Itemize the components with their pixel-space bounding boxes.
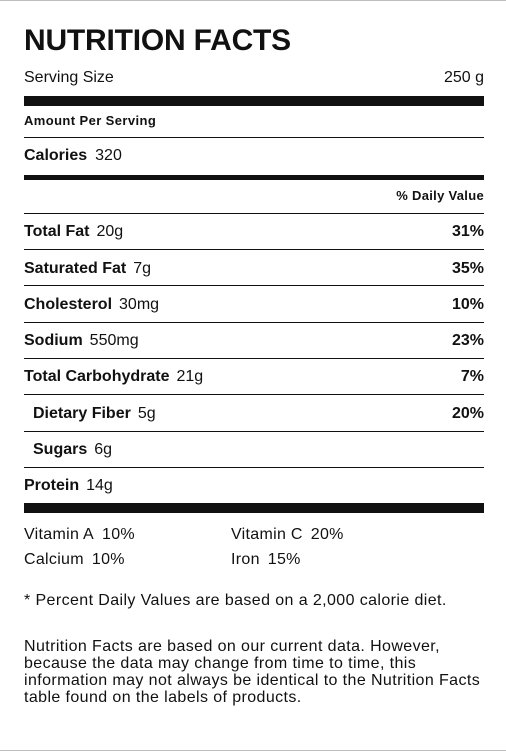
vitamin-value: 10% xyxy=(102,526,135,543)
data-disclaimer: Nutrition Facts are based on our current… xyxy=(24,638,481,706)
divider xyxy=(24,137,484,138)
nutrient-name: Total Fat xyxy=(24,223,90,240)
divider-thick xyxy=(24,96,484,106)
divider xyxy=(24,213,484,214)
vitamin-value: 20% xyxy=(310,526,344,543)
serving-size-row: Serving Size 250 g xyxy=(24,67,484,89)
serving-size-value: 250 g xyxy=(443,69,484,86)
nutrient-name: Sodium xyxy=(24,332,83,349)
calories-label: Calories xyxy=(24,147,88,164)
nutrient-daily-value: 10% xyxy=(451,296,484,313)
serving-size-label: Serving Size xyxy=(24,69,114,86)
calories-value: 320 xyxy=(95,147,122,164)
divider xyxy=(24,467,484,468)
nutrient-name: Total Carbohydrate xyxy=(24,368,170,385)
nutrient-row-cholesterol: Cholesterol 30mg 10% xyxy=(24,294,484,316)
vitamin-item: Iron 15% xyxy=(231,549,301,571)
nutrient-daily-value: 7% xyxy=(460,368,484,385)
vitamin-value: 15% xyxy=(267,551,301,568)
nutrient-row-total-fat: Total Fat 20g 31% xyxy=(24,221,484,243)
nutrient-daily-value: 20% xyxy=(451,405,484,422)
nutrient-amount: 14g xyxy=(86,477,113,494)
nutrient-row-saturated-fat: Saturated Fat 7g 35% xyxy=(24,258,484,280)
vitamin-name: Iron xyxy=(231,551,260,568)
calories-row: Calories 320 xyxy=(24,145,122,167)
divider xyxy=(24,394,484,395)
nutrient-name: Cholesterol xyxy=(24,296,113,313)
nutrient-daily-value: 35% xyxy=(451,260,484,277)
nutrient-row-dietary-fiber: Dietary Fiber 5g 20% xyxy=(24,403,484,425)
daily-value-heading: % Daily Value xyxy=(396,188,484,203)
nutrient-name: Protein xyxy=(24,477,80,494)
nutrient-amount: 5g xyxy=(137,405,156,422)
nutrient-amount: 20g xyxy=(96,223,124,240)
nutrient-daily-value: 23% xyxy=(451,332,484,349)
vitamin-value: 10% xyxy=(91,551,125,568)
nutrient-row-sodium: Sodium 550mg 23% xyxy=(24,330,484,352)
nutrient-name: Saturated Fat xyxy=(24,260,127,277)
nutrient-row-protein: Protein 14g xyxy=(24,475,484,497)
nutrient-daily-value: 31% xyxy=(451,223,484,240)
amount-per-serving-heading: Amount Per Serving xyxy=(24,113,157,128)
divider xyxy=(24,249,484,250)
label-title: NUTRITION FACTS xyxy=(24,24,291,57)
daily-value-footnote: * Percent Daily Values are based on a 2,… xyxy=(24,592,447,609)
divider-thick xyxy=(24,503,484,513)
nutrient-name: Sugars xyxy=(33,441,88,458)
divider xyxy=(24,322,484,323)
vitamin-item: Calcium 10% xyxy=(24,549,125,571)
nutrient-amount: 550mg xyxy=(89,332,139,349)
nutrient-amount: 30mg xyxy=(119,296,160,313)
vitamin-name: Vitamin C xyxy=(231,526,303,543)
divider xyxy=(24,358,484,359)
nutrient-amount: 7g xyxy=(133,260,152,277)
divider xyxy=(24,285,484,286)
vitamin-item: Vitamin A 10% xyxy=(24,524,135,546)
nutrient-row-sugars: Sugars 6g xyxy=(24,439,484,461)
nutrient-name: Dietary Fiber xyxy=(33,405,131,422)
nutrient-amount: 6g xyxy=(94,441,113,458)
vitamin-name: Calcium xyxy=(24,551,84,568)
vitamin-name: Vitamin A xyxy=(24,526,94,543)
divider xyxy=(24,431,484,432)
nutrient-row-total-carbohydrate: Total Carbohydrate 21g 7% xyxy=(24,366,484,388)
divider-medium xyxy=(24,175,484,180)
vitamin-item: Vitamin C 20% xyxy=(231,524,344,546)
nutrient-amount: 21g xyxy=(176,368,204,385)
